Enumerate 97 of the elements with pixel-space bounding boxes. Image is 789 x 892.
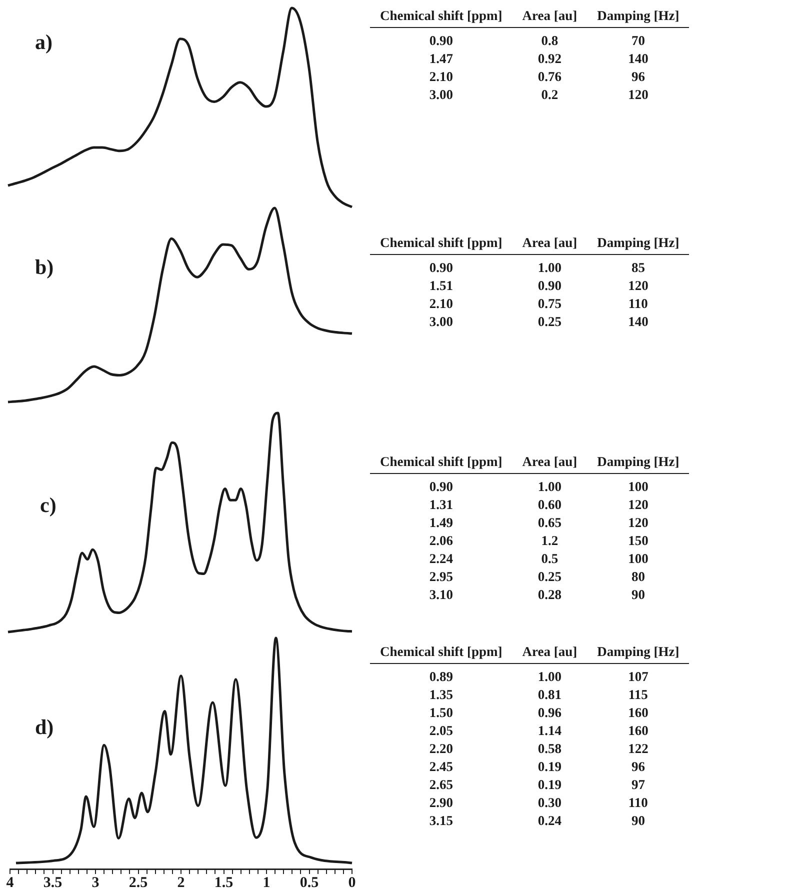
text: 0.75 <box>536 294 562 312</box>
text: 2.90 <box>428 794 454 812</box>
x-tick-label: 1 <box>262 874 270 891</box>
text: Chemical shift [ppm] <box>370 644 512 664</box>
x-tick-label: 2 <box>177 874 185 891</box>
text: 2.65 <box>428 776 454 794</box>
text: 0.60 <box>536 496 562 514</box>
x-tick-label: 1.5 <box>214 874 234 891</box>
text: 1.2 <box>540 532 560 550</box>
text: 0.5 <box>540 550 560 568</box>
text: 96 <box>630 758 646 776</box>
text: Area [au] <box>512 8 588 28</box>
text: 2.45 <box>428 758 454 776</box>
text: 2.24 <box>428 550 454 568</box>
text: 115 <box>627 686 649 704</box>
text: Chemical shift [ppm] <box>370 235 512 254</box>
text: Damping [Hz] <box>587 454 690 474</box>
text: 0.92 <box>536 50 562 68</box>
text: 0.19 <box>536 758 562 776</box>
x-tick-label: 0 <box>348 874 356 891</box>
text: 140 <box>627 312 650 330</box>
text: 0.96 <box>536 704 562 722</box>
text: 0.81 <box>536 686 562 704</box>
text: 120 <box>627 86 650 104</box>
text: 0.90 <box>536 276 562 294</box>
text: 1.35 <box>428 686 454 704</box>
text: d) <box>35 715 54 740</box>
text: 90 <box>630 812 646 830</box>
text: 0.90 <box>428 478 454 496</box>
text: 1.50 <box>428 704 454 722</box>
text: 0.76 <box>536 68 562 86</box>
text: 0.24 <box>536 812 562 830</box>
text: 3.15 <box>428 812 454 830</box>
text: 160 <box>627 704 650 722</box>
text: b) <box>35 255 54 280</box>
text: 2.10 <box>428 68 454 86</box>
x-tick-label: 3.5 <box>43 874 62 891</box>
text: 1.47 <box>428 50 454 68</box>
text: Chemical shift [ppm] <box>370 8 512 28</box>
text: 0.58 <box>536 740 562 758</box>
text: 70 <box>630 32 646 50</box>
text: 1.49 <box>428 514 454 532</box>
text: 0.8 <box>540 32 560 50</box>
text: Area [au] <box>512 644 588 664</box>
text: Area [au] <box>512 454 588 474</box>
text: 1.14 <box>536 722 562 740</box>
text: 0.25 <box>536 312 562 330</box>
text: 2.20 <box>428 740 454 758</box>
text: c) <box>40 493 56 518</box>
text: 0.65 <box>536 514 562 532</box>
text: 0.19 <box>536 776 562 794</box>
text: 85 <box>630 258 646 276</box>
text: 90 <box>630 586 646 604</box>
text: 2.05 <box>428 722 454 740</box>
text: 1.51 <box>428 276 454 294</box>
text: Area [au] <box>512 235 588 254</box>
text: 160 <box>627 722 650 740</box>
x-tick-label: 0.5 <box>300 874 319 891</box>
text: 0.90 <box>428 258 454 276</box>
text: Chemical shift [ppm] <box>370 454 512 474</box>
text: 2.10 <box>428 294 454 312</box>
text: 110 <box>627 794 649 812</box>
text: Damping [Hz] <box>587 644 690 664</box>
text: 110 <box>627 294 649 312</box>
text: 150 <box>627 532 650 550</box>
text: 97 <box>630 776 646 794</box>
text: 0.2 <box>540 86 560 104</box>
text: 0.89 <box>428 668 454 686</box>
text: 96 <box>630 68 646 86</box>
text: 3.00 <box>428 86 454 104</box>
text: 0.25 <box>536 568 562 586</box>
text: 1.31 <box>428 496 454 514</box>
text: 0.30 <box>536 794 562 812</box>
text: 1.00 <box>536 478 562 496</box>
text: Damping [Hz] <box>587 8 690 28</box>
text: 120 <box>627 276 650 294</box>
text: 120 <box>627 496 650 514</box>
text: 2.95 <box>428 568 454 586</box>
text: 100 <box>627 550 650 568</box>
text: 3.00 <box>428 312 454 330</box>
text: 122 <box>627 740 650 758</box>
text: 0.90 <box>428 32 454 50</box>
text: 0.28 <box>536 586 562 604</box>
text: 107 <box>627 668 650 686</box>
text: Damping [Hz] <box>587 235 690 254</box>
x-tick-label: 2.5 <box>128 874 148 891</box>
text: 3.10 <box>428 586 454 604</box>
text: 140 <box>627 50 650 68</box>
x-tick-label: 4 <box>6 874 14 891</box>
text: 100 <box>627 478 650 496</box>
text: a) <box>35 30 52 55</box>
text: 1.00 <box>536 668 562 686</box>
text: 2.06 <box>428 532 454 550</box>
text: 120 <box>627 514 650 532</box>
text: 1.00 <box>536 258 562 276</box>
text: 80 <box>630 568 646 586</box>
x-tick-label: 3 <box>92 874 100 891</box>
